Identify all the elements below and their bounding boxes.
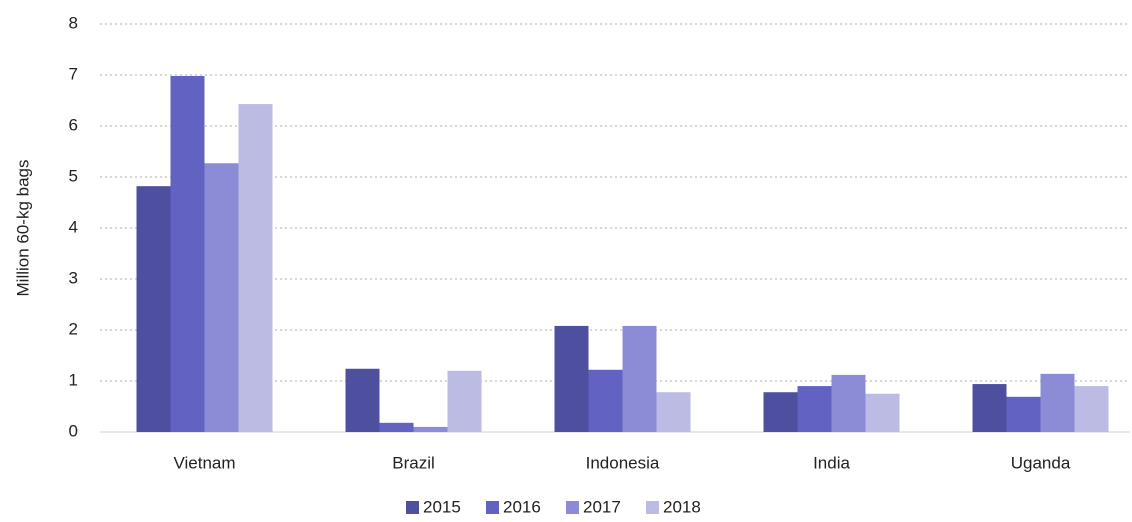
bar <box>1074 386 1109 432</box>
legend-label: 2018 <box>663 497 701 516</box>
bar <box>379 422 414 432</box>
legend-label: 2017 <box>583 497 621 516</box>
bar <box>204 163 239 433</box>
y-tick-label: 0 <box>69 421 78 440</box>
legend-label: 2016 <box>503 497 541 516</box>
x-tick-label: Indonesia <box>586 453 660 472</box>
bar <box>447 370 482 432</box>
bar <box>554 325 589 432</box>
bar <box>972 384 1007 432</box>
bar <box>656 392 691 432</box>
bar <box>238 104 273 432</box>
bar <box>797 386 832 432</box>
y-tick-label: 6 <box>69 115 78 134</box>
bar <box>831 374 866 432</box>
bar <box>588 369 623 432</box>
x-tick-label: Brazil <box>392 453 435 472</box>
bar <box>413 426 448 432</box>
bar <box>622 325 657 432</box>
x-tick-label: India <box>813 453 850 472</box>
bar <box>1040 373 1075 432</box>
y-tick-label: 5 <box>69 166 78 185</box>
legend-swatch <box>646 501 659 514</box>
legend-label: 2015 <box>423 497 461 516</box>
legend-swatch <box>486 501 499 514</box>
y-tick-label: 2 <box>69 319 78 338</box>
legend-swatch <box>566 501 579 514</box>
bar <box>136 186 171 432</box>
y-tick-label: 3 <box>69 268 78 287</box>
legend-swatch <box>406 501 419 514</box>
y-tick-label: 1 <box>69 370 78 389</box>
bar <box>345 368 380 432</box>
y-tick-label: 4 <box>69 217 78 236</box>
bar <box>170 76 205 433</box>
bar <box>865 393 900 432</box>
y-tick-label: 7 <box>69 64 78 83</box>
y-axis-label: Million 60-kg bags <box>13 159 32 296</box>
x-tick-label: Uganda <box>1011 453 1071 472</box>
bar <box>1006 396 1041 432</box>
bar <box>763 392 798 432</box>
y-tick-label: 8 <box>69 13 78 32</box>
x-tick-label: Vietnam <box>173 453 235 472</box>
